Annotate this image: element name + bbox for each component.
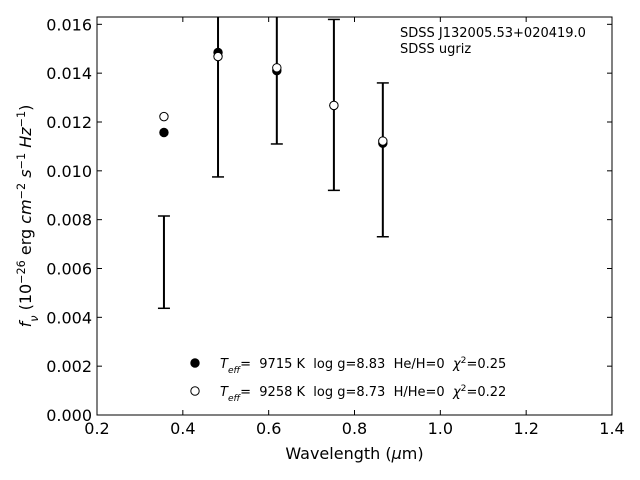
text-part: χ [452,385,462,400]
x-tick-label: 0.2 [84,419,109,438]
annotation: SDSS ugriz [400,42,471,57]
text-part: eff [228,366,242,376]
marker [272,63,282,73]
text-part: cm [16,199,35,223]
marker [378,136,388,146]
annotation: SDSS J132005.53+020419.0 [400,26,586,41]
text-part: −1 [15,153,28,170]
text-part: =0.25 [466,357,506,372]
x-axis-label: Wavelength (μm) [285,444,423,463]
text-part: =0.22 [466,385,506,400]
legend-label: Teff= 9258 K log g=8.73 H/He=0 χ2=0.22 [220,384,506,404]
y-tick-label: 0.000 [46,406,92,425]
text-part: −1 [15,111,28,128]
marker [159,111,169,122]
text-part: f [16,319,35,327]
legend-label: Teff= 9715 K log g=8.83 He/H=0 χ2=0.25 [220,356,506,376]
y-tick-label: 0.004 [46,308,92,327]
text-part: −26 [15,260,28,284]
text-part: χ [452,357,462,372]
x-tick-label: 0.4 [170,419,195,438]
text-part: eff [228,394,242,404]
y-axis-label: fν (10−26 erg cm−2 s−1 Hz−1) [15,105,41,328]
text-part: s [16,169,35,177]
y-tick-label: 0.010 [46,162,92,181]
text-part: Wavelength ( [285,444,391,463]
text-part: m) [402,444,424,463]
text-part: = 9715 K log g=8.83 He/H=0 [240,357,453,372]
text-part: 2 [461,384,467,394]
y-tick-label: 0.008 [46,211,92,230]
text-part: = 9258 K log g=8.73 H/He=0 [240,385,453,400]
text-part: μ [391,444,402,463]
y-tick-label: 0.002 [46,357,92,376]
y-tick-label: 0.014 [46,64,92,83]
text-part: 2 [461,356,467,366]
y-tick-label: 0.016 [46,15,92,34]
error-bar [157,215,170,310]
text-part: (10 [16,284,35,316]
marker [329,100,339,111]
marker [213,51,223,62]
text-part: −2 [15,183,28,200]
x-tick-label: 0.6 [256,419,281,438]
text-part: ν [28,316,41,322]
legend-marker [190,386,200,396]
text-part: T [220,385,229,400]
x-tick-label: 0.8 [342,419,367,438]
plot-frame [96,16,613,416]
text-part: T [220,357,229,372]
marker [159,127,169,138]
text-part: Hz [16,127,35,148]
y-tick-label: 0.006 [46,259,92,278]
x-tick-label: 1.0 [428,419,453,438]
x-tick-label: 1.4 [599,419,624,438]
error-bar [270,17,283,145]
y-tick-label: 0.012 [46,113,92,132]
text-part: ) [16,105,35,111]
x-tick-label: 1.2 [513,419,538,438]
error-bar [376,82,389,238]
text-part: erg [16,224,35,260]
legend-marker [190,358,200,368]
error-bar [212,17,225,178]
